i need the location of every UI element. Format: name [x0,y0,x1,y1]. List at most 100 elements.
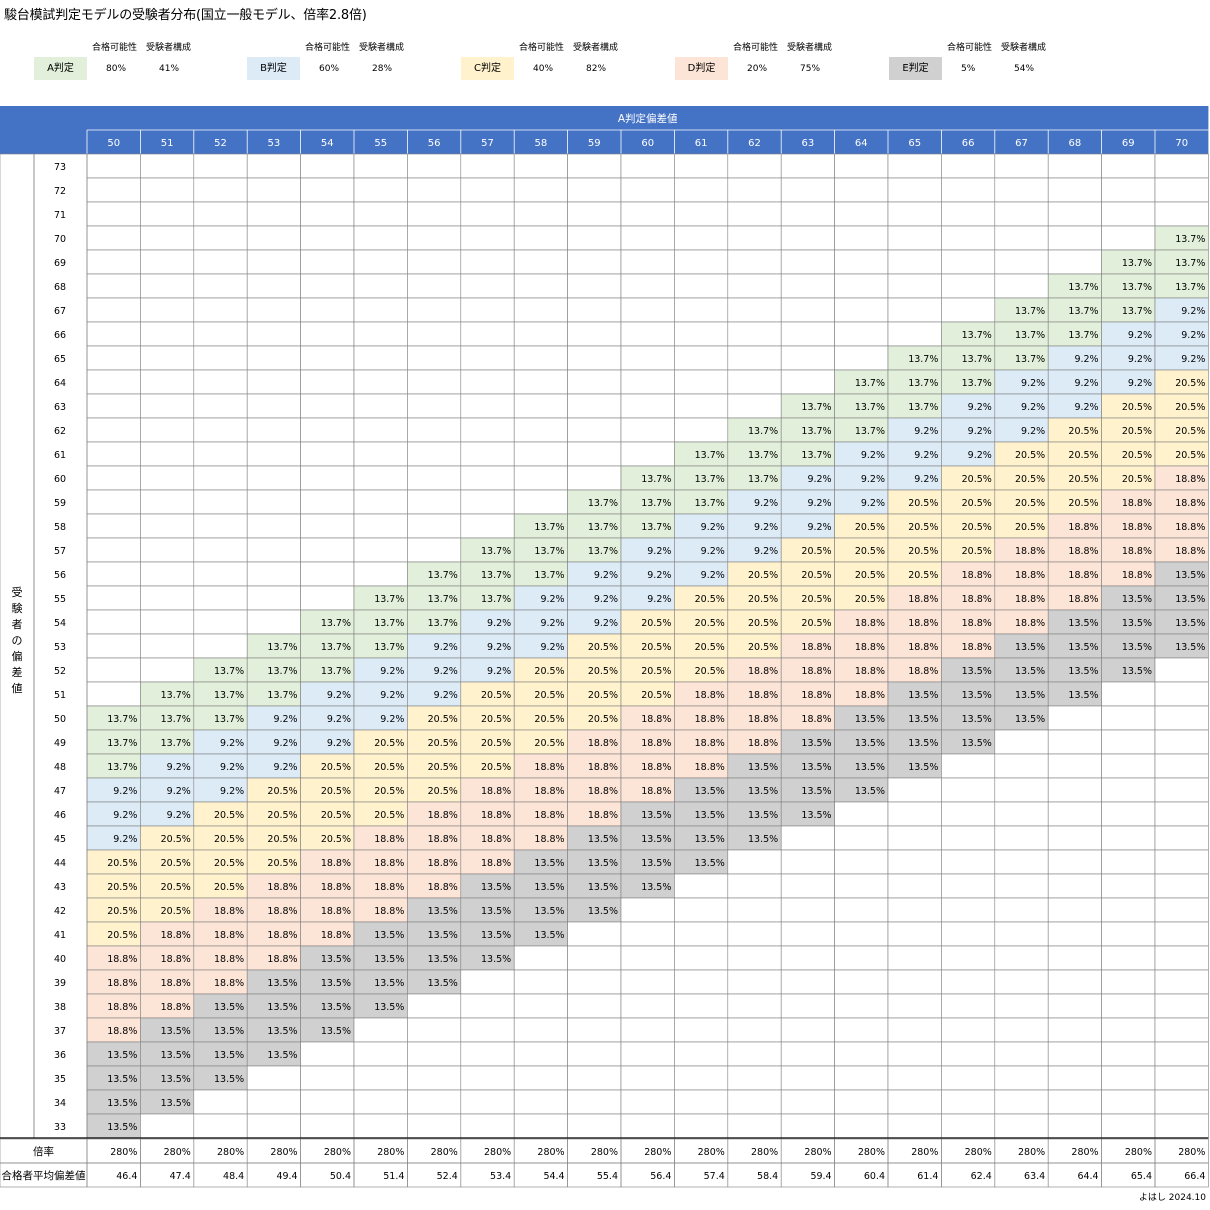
table-cell [835,250,888,274]
cell-value: 18.8% [107,978,137,989]
table-cell [301,490,354,514]
table-cell [674,322,727,346]
table-cell [354,370,407,394]
cell-value: 20.5% [695,666,725,677]
cell-value: 20.5% [801,594,831,605]
table-cell [247,1114,300,1138]
table-cell [514,154,567,178]
table-cell [1155,154,1208,178]
table-cell [674,1090,727,1114]
table-cell [941,850,994,874]
table-cell [194,202,247,226]
cell-value: 20.5% [374,810,404,821]
cell-value: 20.5% [1068,450,1098,461]
cell-value: 13.5% [801,762,831,773]
cell-value: 9.2% [1128,330,1152,341]
table-cell [728,850,781,874]
table-cell [835,346,888,370]
cell-value: 9.2% [434,642,458,653]
table-cell [247,226,300,250]
cell-value: 13.7% [695,474,725,485]
table-cell [461,154,514,178]
table-cell [87,418,140,442]
cell-value: 9.2% [754,522,778,533]
cell-value: 9.2% [434,666,458,677]
cell-value: 20.5% [107,930,137,941]
table-cell [140,514,193,538]
cell-value: 13.7% [695,498,725,509]
table-cell [514,226,567,250]
cell-value: 18.8% [481,786,511,797]
row-header: 61 [54,450,66,461]
table-cell [568,226,621,250]
cell-value: 13.7% [1175,234,1205,245]
table-cell [301,1090,354,1114]
cell-value: 20.5% [321,786,351,797]
table-cell [621,418,674,442]
ratio-value: 280% [431,1147,458,1158]
table-cell [995,274,1048,298]
table-cell [888,202,941,226]
cell-value: 13.7% [267,690,297,701]
table-cell [728,346,781,370]
cell-value: 13.7% [161,714,191,725]
table-cell [407,994,460,1018]
table-cell [995,250,1048,274]
cell-value: 9.2% [167,810,191,821]
cell-value: 18.8% [1175,546,1205,557]
table-cell [781,154,834,178]
footer-label-avg: 合格者平均偏差値 [2,1169,86,1182]
table-cell [728,874,781,898]
table-cell [781,850,834,874]
cell-value: 13.5% [107,1074,137,1085]
cell-value: 18.8% [374,882,404,893]
cell-value: 18.8% [855,666,885,677]
table-cell [140,490,193,514]
cell-value: 13.5% [428,978,458,989]
cell-value: 18.8% [801,690,831,701]
table-cell [354,202,407,226]
table-cell [1048,850,1101,874]
cell-value: 9.2% [647,546,671,557]
table-cell [194,1090,247,1114]
table-cell [461,442,514,466]
table-cell [301,394,354,418]
cell-value: 13.5% [588,834,618,845]
cell-value: 20.5% [481,714,511,725]
table-cell [835,298,888,322]
avg-deviation-value: 51.4 [383,1171,404,1182]
cell-value: 13.5% [855,738,885,749]
cell-value: 13.5% [321,954,351,965]
row-header: 35 [54,1074,66,1085]
cell-value: 20.5% [962,522,992,533]
table-cell [194,610,247,634]
cell-value: 18.8% [908,594,938,605]
table-cell [247,202,300,226]
cell-value: 18.8% [641,738,671,749]
cell-value: 20.5% [588,714,618,725]
table-cell [301,178,354,202]
table-cell [1102,850,1155,874]
table-cell [1102,1066,1155,1090]
table-cell [140,322,193,346]
table-cell [568,202,621,226]
table-cell [1048,898,1101,922]
table-cell [1155,946,1208,970]
cell-value: 20.5% [481,738,511,749]
column-header: 64 [855,138,868,149]
table-cell [995,994,1048,1018]
column-header: 53 [268,138,281,149]
table-cell [301,298,354,322]
table-cell [461,226,514,250]
cell-value: 13.5% [1175,570,1205,581]
cell-value: 13.5% [1122,594,1152,605]
column-header: 70 [1175,138,1188,149]
table-cell [247,586,300,610]
cell-value: 18.8% [1068,546,1098,557]
cell-value: 20.5% [908,570,938,581]
cell-value: 18.8% [1068,522,1098,533]
avg-deviation-value: 48.4 [223,1171,244,1182]
cell-value: 9.2% [273,738,297,749]
cell-value: 18.8% [161,978,191,989]
column-header: 63 [802,138,815,149]
